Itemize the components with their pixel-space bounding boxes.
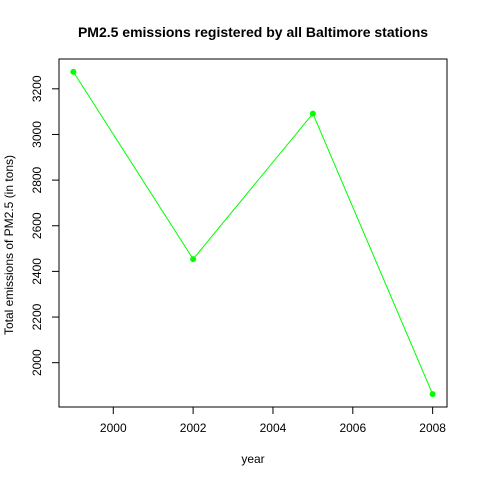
y-tick-label: 2600: [30, 212, 44, 239]
x-tick-label: 2000: [100, 421, 127, 435]
y-tick-label: 2000: [30, 349, 44, 376]
series-line: [72, 71, 434, 395]
data-point: [309, 110, 316, 117]
y-tick-label: 2200: [30, 303, 44, 330]
y-tick-label: 2800: [30, 166, 44, 193]
plot-frame: [58, 58, 448, 408]
data-point: [70, 68, 77, 75]
x-tick-label: 2008: [419, 421, 446, 435]
chart-title: PM2.5 emissions registered by all Baltim…: [78, 24, 428, 40]
x-axis: 2000 2002 2004 2006 2008: [100, 406, 446, 435]
series-layer: [70, 68, 436, 398]
x-tick-label: 2006: [339, 421, 366, 435]
data-point: [190, 256, 197, 263]
y-axis: 2000 2200 2400 2600 2800 3000 3200: [30, 75, 60, 376]
y-tick-label: 3000: [30, 121, 44, 148]
x-tick-label: 2002: [180, 421, 207, 435]
y-tick-label: 3200: [30, 75, 44, 102]
x-tick-label: 2004: [260, 421, 287, 435]
y-tick-label: 2400: [30, 258, 44, 285]
x-axis-title: year: [241, 452, 264, 466]
data-point: [429, 391, 436, 398]
y-axis-title: Total emissions of PM2.5 (in tons): [2, 155, 16, 335]
